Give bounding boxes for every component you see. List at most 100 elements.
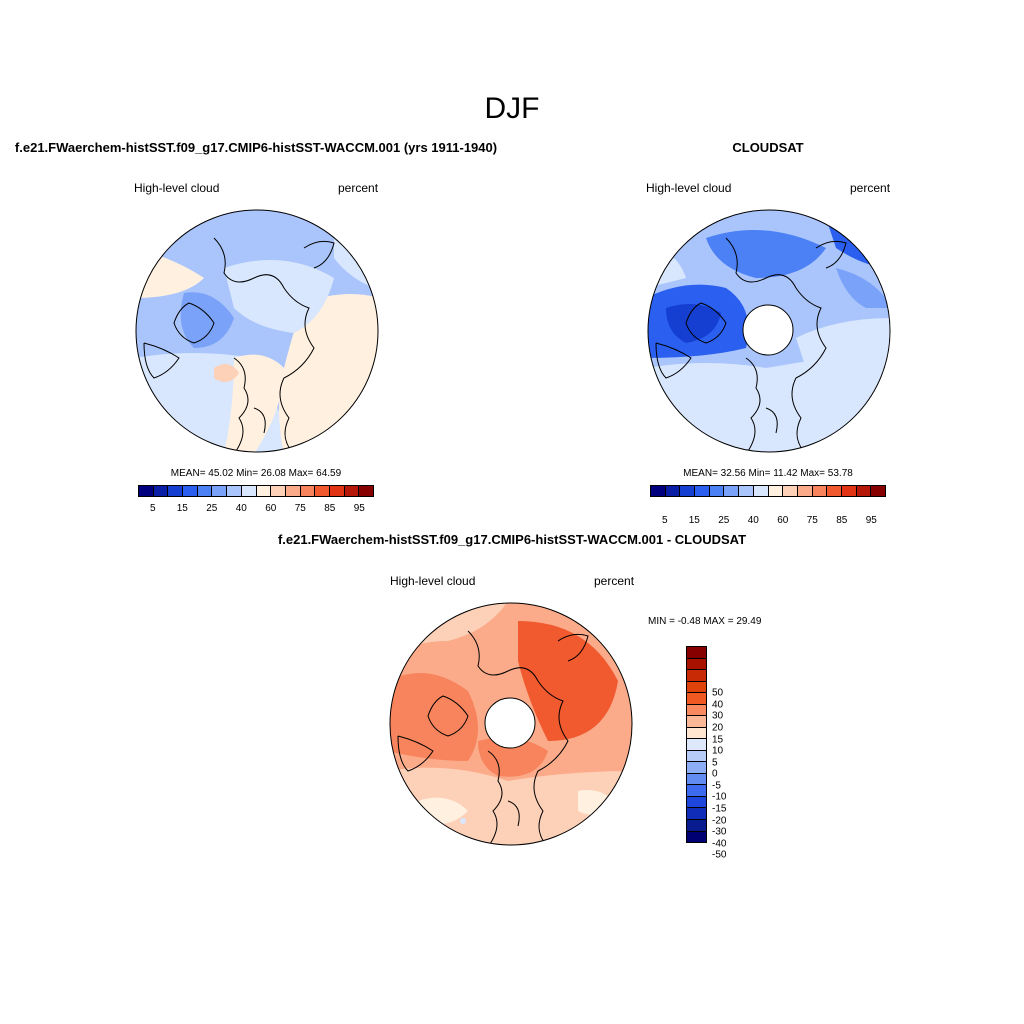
colorbar-swatch xyxy=(840,486,856,496)
colorbar-tick: 40 xyxy=(712,699,724,711)
colorbar-swatch xyxy=(687,692,706,704)
colorbar-swatch xyxy=(328,486,344,496)
panel1-units: percent xyxy=(338,181,379,195)
colorbar-swatch xyxy=(240,486,256,496)
colorbar-swatch xyxy=(855,486,871,496)
colorbar-tick: 60 xyxy=(777,515,789,526)
colorbar-swatch xyxy=(767,486,783,496)
coastline-icon xyxy=(143,237,335,452)
panel1-variable: High-level cloud xyxy=(134,181,220,195)
colorbar-swatch xyxy=(870,486,885,496)
colorbar-swatch xyxy=(167,486,183,496)
colorbar-tick: 75 xyxy=(294,503,306,514)
colorbar-tick: -50 xyxy=(712,849,727,861)
colorbar-tick: 0 xyxy=(712,768,718,780)
panel1-colorbar-ticks: 5 15 25 40 60 75 85 95 xyxy=(138,503,374,515)
colorbar-tick: 30 xyxy=(712,710,724,722)
colorbar-tick: 85 xyxy=(324,503,336,514)
colorbar-swatch xyxy=(226,486,241,496)
colorbar-swatch xyxy=(182,486,197,496)
panel3-colorbar xyxy=(686,646,707,843)
panel1-stats: MEAN= 45.02 Min= 26.08 Max= 64.59 xyxy=(170,468,342,479)
panel2-units: percent xyxy=(850,181,891,195)
colorbar-swatch xyxy=(782,486,797,496)
colorbar-swatch xyxy=(708,486,724,496)
colorbar-swatch xyxy=(211,486,227,496)
colorbar-tick: -15 xyxy=(712,803,727,815)
colorbar-tick: 60 xyxy=(265,503,277,514)
colorbar-swatch xyxy=(687,647,706,658)
panel2-map xyxy=(647,209,891,453)
colorbar-tick: 25 xyxy=(718,515,730,526)
colorbar-tick: 5 xyxy=(661,515,668,526)
colorbar-swatch xyxy=(723,486,739,496)
colorbar-tick: 75 xyxy=(806,515,818,526)
colorbar-tick: -5 xyxy=(712,780,721,792)
colorbar-tick: 25 xyxy=(206,503,218,514)
colorbar-tick: 85 xyxy=(836,515,848,526)
panel2-colorbar xyxy=(650,485,886,497)
colorbar-swatch xyxy=(687,807,706,819)
colorbar-tick: 40 xyxy=(747,515,759,526)
colorbar-tick: -10 xyxy=(712,791,727,803)
colorbar-tick: 50 xyxy=(712,687,724,699)
panel3-colorbar-ticks: 50 40 30 20 15 10 5 0 -5 -10 -15 -20 -30… xyxy=(712,670,752,867)
colorbar-tick: 10 xyxy=(712,745,724,757)
colorbar-swatch xyxy=(694,486,709,496)
panel2-colorbar-ticks: 5 15 25 40 60 75 85 95 xyxy=(650,515,886,527)
panel2-title: CLOUDSAT xyxy=(732,140,804,155)
colorbar-tick: 5 xyxy=(149,503,156,514)
colorbar-swatch xyxy=(139,486,153,496)
colorbar-swatch xyxy=(270,486,285,496)
colorbar-tick: 40 xyxy=(235,503,247,514)
colorbar-tick: 95 xyxy=(353,503,365,514)
colorbar-swatch xyxy=(687,784,706,796)
colorbar-swatch xyxy=(664,486,680,496)
colorbar-swatch xyxy=(811,486,827,496)
colorbar-swatch xyxy=(358,486,373,496)
coastline-icon xyxy=(397,630,589,845)
panel3-stats: MIN = -0.48 MAX = 29.49 xyxy=(648,616,762,627)
colorbar-swatch xyxy=(284,486,300,496)
panel1-colorbar xyxy=(138,485,374,497)
colorbar-swatch xyxy=(152,486,168,496)
colorbar-swatch xyxy=(687,703,706,716)
colorbar-swatch xyxy=(299,486,315,496)
colorbar-swatch xyxy=(796,486,812,496)
panel3-units: percent xyxy=(594,574,635,588)
colorbar-swatch xyxy=(687,772,706,785)
figure-title: DJF xyxy=(484,92,540,125)
panel1-map xyxy=(135,209,379,453)
colorbar-swatch xyxy=(679,486,695,496)
colorbar-swatch xyxy=(752,486,768,496)
panel1-title: f.e21.FWaerchem-histSST.f09_g17.CMIP6-hi… xyxy=(14,140,498,155)
colorbar-tick: 15 xyxy=(688,515,700,526)
colorbar-tick: -30 xyxy=(712,826,727,838)
colorbar-tick: -20 xyxy=(712,815,727,827)
colorbar-swatch xyxy=(651,486,665,496)
colorbar-swatch xyxy=(255,486,271,496)
colorbar-swatch xyxy=(687,680,706,693)
colorbar-swatch xyxy=(687,761,706,773)
colorbar-tick: 95 xyxy=(865,515,877,526)
polar-data-gap xyxy=(742,304,794,356)
coastline-icon xyxy=(655,237,847,452)
colorbar-swatch xyxy=(687,795,706,808)
colorbar-swatch xyxy=(687,738,706,750)
colorbar-tick: 15 xyxy=(712,734,724,746)
colorbar-swatch xyxy=(687,669,706,681)
polar-data-gap xyxy=(484,697,536,749)
panel2-stats: MEAN= 32.56 Min= 11.42 Max= 53.78 xyxy=(683,468,853,479)
colorbar-swatch xyxy=(687,749,706,762)
panel3-variable: High-level cloud xyxy=(390,574,476,588)
colorbar-swatch xyxy=(196,486,212,496)
colorbar-swatch xyxy=(343,486,359,496)
colorbar-swatch xyxy=(687,830,706,843)
panel3-map xyxy=(389,602,633,846)
colorbar-swatch xyxy=(687,726,706,739)
panel2-variable: High-level cloud xyxy=(646,181,732,195)
colorbar-tick: 20 xyxy=(712,722,724,734)
colorbar-swatch xyxy=(687,715,706,727)
colorbar-tick: 15 xyxy=(176,503,188,514)
colorbar-swatch xyxy=(314,486,329,496)
